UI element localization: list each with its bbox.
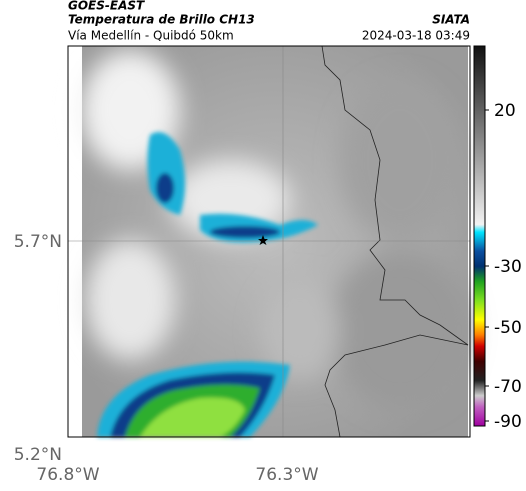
colorbar: 20 -30 -50 -70 -90 [473,45,522,432]
lat-label: 5.2°N [14,445,62,465]
timestamp: 2024-03-18 03:49 [362,29,470,43]
title: Temperatura de Brillo CH13 [68,13,255,27]
lon-label: 76.8°W [36,465,99,485]
colorbar-label: -90 [494,412,522,432]
location: Vía Medellín - Quibdó 50km [68,29,234,43]
satellite-image [67,45,471,438]
lon-label: 76.3°W [255,465,318,485]
colorbar-label: -30 [494,257,522,277]
colorbar-label: 20 [494,101,516,121]
colorbar-label: -70 [494,377,522,397]
colorbar-label: -50 [494,318,522,338]
organization: SIATA [432,13,470,27]
lat-label: 5.7°N [14,232,62,252]
source: GOES-EAST [68,0,145,13]
